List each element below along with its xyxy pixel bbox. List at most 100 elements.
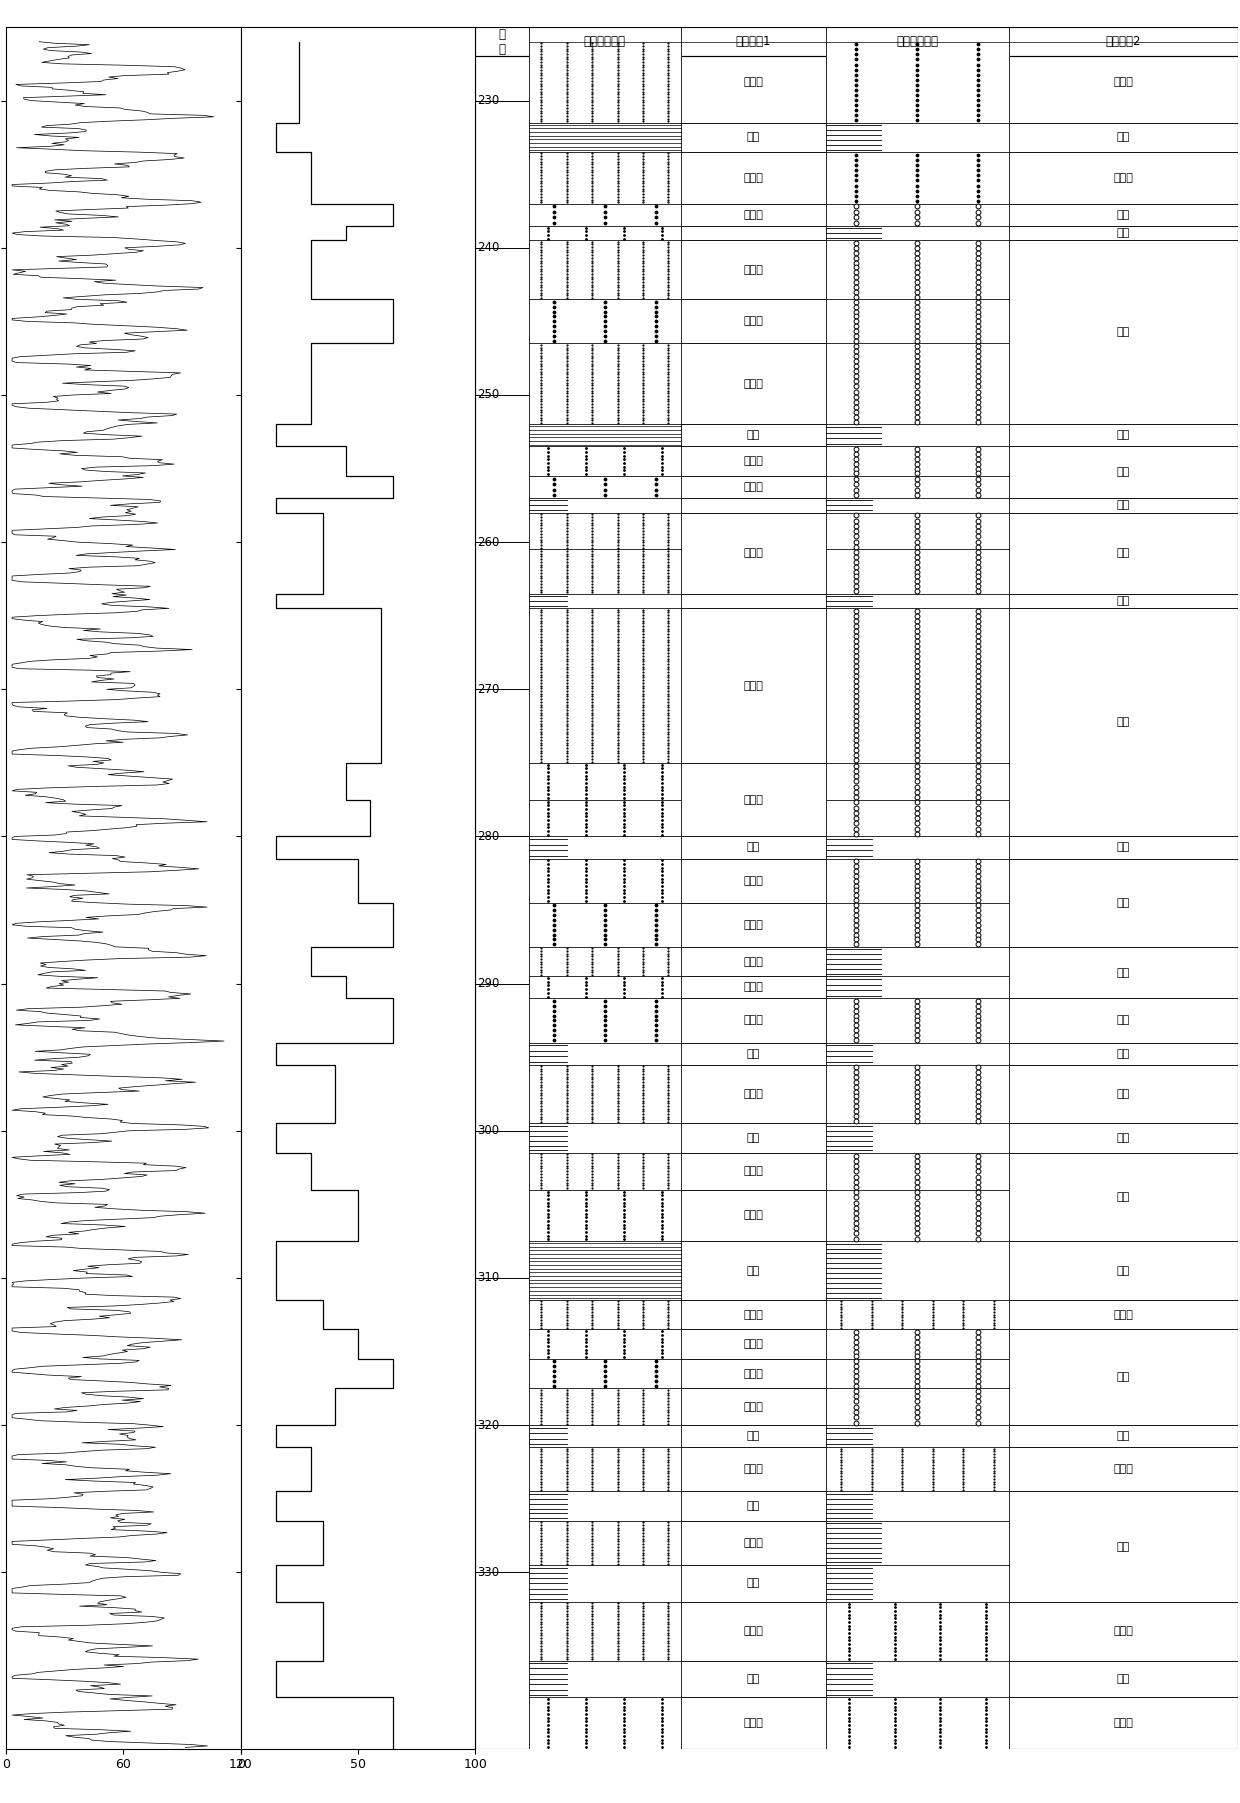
Text: 泥岩: 泥岩: [1116, 1266, 1130, 1275]
Bar: [826, 1064, 1009, 1123]
Text: 地质岔性编录: 地质岔性编录: [897, 36, 939, 49]
Text: 泥岩: 泥岩: [1116, 842, 1130, 853]
Bar: [826, 41, 1009, 123]
Bar: [528, 204, 681, 225]
Text: 细砂岩: 细砂岩: [1114, 1718, 1133, 1727]
Bar: [826, 858, 1009, 903]
Bar: [528, 1424, 681, 1448]
Text: 粉砂岩: 粉砂岩: [1114, 1464, 1133, 1475]
Bar: [528, 763, 681, 801]
Text: 粉砂岩: 粉砂岩: [744, 1089, 764, 1100]
Bar: [826, 1661, 1009, 1697]
Text: 泥岩: 泥岩: [1116, 968, 1130, 977]
Text: 粗砂岩: 粗砂岩: [1114, 173, 1133, 182]
Bar: [528, 1388, 681, 1424]
Text: 泥岩: 泥岩: [1116, 229, 1130, 238]
Bar: [826, 975, 1009, 999]
Bar: [528, 837, 681, 858]
Text: 泥岩: 泥岩: [746, 1049, 760, 1058]
Bar: [528, 999, 681, 1042]
Bar: [826, 447, 1009, 476]
Bar: [826, 1520, 1009, 1565]
Text: 粉砂岩: 粉砂岩: [744, 265, 764, 274]
Text: 岔性名称2: 岔性名称2: [1105, 36, 1141, 49]
Bar: [826, 947, 1009, 975]
Text: 粉砂岩: 粉砂岩: [744, 548, 764, 559]
Text: 泥岩: 泥岩: [1116, 132, 1130, 142]
Text: 岔性名称1: 岔性名称1: [735, 36, 771, 49]
Text: 砂岩: 砂岩: [1116, 1372, 1130, 1383]
Text: 240: 240: [477, 242, 500, 254]
Bar: [826, 1448, 1009, 1491]
Bar: [528, 424, 681, 447]
Bar: [528, 1359, 681, 1388]
Text: 粉砂岩: 粉砂岩: [744, 1626, 764, 1635]
Bar: [528, 512, 681, 550]
Text: 280: 280: [477, 829, 498, 844]
Text: 粉砂岩: 粉砂岩: [1114, 1309, 1133, 1320]
Bar: [528, 593, 681, 608]
Text: 310: 310: [477, 1271, 498, 1284]
Text: 泥岩: 泥岩: [1116, 501, 1130, 510]
Bar: [826, 999, 1009, 1042]
Text: 泥岩: 泥岩: [1116, 431, 1130, 440]
Text: 粉砂岩: 粉砂岩: [744, 173, 764, 182]
Bar: [826, 151, 1009, 204]
Bar: [826, 1388, 1009, 1424]
Bar: [826, 1240, 1009, 1300]
Bar: [528, 903, 681, 947]
Text: 细砂岩: 细砂岩: [744, 1210, 764, 1221]
Text: 粉砂岩: 粉砂岩: [744, 1401, 764, 1412]
Text: 泥岩: 泥岩: [746, 431, 760, 440]
Bar: [826, 1190, 1009, 1240]
Bar: [826, 837, 1009, 858]
Bar: [528, 550, 681, 593]
Bar: [528, 1329, 681, 1359]
Text: 细砂岩: 细砂岩: [744, 983, 764, 992]
Text: 细砂岩: 细砂岩: [744, 876, 764, 885]
Text: 粗砂岩: 粗砂岩: [744, 209, 764, 220]
Bar: [528, 299, 681, 343]
Text: 250: 250: [477, 388, 498, 402]
Bar: [528, 498, 681, 512]
Bar: [528, 1042, 681, 1064]
Text: 230: 230: [477, 94, 498, 106]
Bar: [826, 123, 1009, 151]
Bar: [528, 476, 681, 498]
Text: 320: 320: [477, 1419, 498, 1432]
Bar: [528, 1697, 681, 1749]
Bar: [528, 1064, 681, 1123]
Bar: [528, 1448, 681, 1491]
Bar: [826, 204, 1009, 225]
Text: 细砂岩: 细砂岩: [744, 456, 764, 467]
Text: 泥岩: 泥岩: [746, 1673, 760, 1684]
Bar: [528, 858, 681, 903]
Bar: [528, 240, 681, 299]
Bar: [528, 1123, 681, 1152]
Bar: [528, 801, 681, 837]
Bar: [826, 343, 1009, 424]
Text: 粉砂岩: 粉砂岩: [744, 78, 764, 87]
Text: 泥岩: 泥岩: [746, 1266, 760, 1275]
Text: 粉砂岩: 粉砂岩: [744, 680, 764, 691]
Bar: [826, 1424, 1009, 1448]
Bar: [528, 1520, 681, 1565]
Text: 砂岩: 砂岩: [1116, 1089, 1130, 1100]
Text: 砂岩: 砂岩: [1116, 467, 1130, 478]
Text: 深
度: 深 度: [498, 27, 506, 56]
Bar: [826, 550, 1009, 593]
Text: 粉砂岩: 粉砂岩: [744, 957, 764, 966]
Text: 砂岩: 砂岩: [1116, 1192, 1130, 1203]
Bar: [528, 151, 681, 204]
Bar: [826, 225, 1009, 240]
Bar: [826, 1359, 1009, 1388]
Text: 泥岩: 泥岩: [1116, 1049, 1130, 1058]
Bar: [826, 512, 1009, 550]
Bar: [528, 447, 681, 476]
Text: 砂岩: 砂岩: [1116, 548, 1130, 559]
Bar: [528, 123, 681, 151]
Text: 粉砂岩: 粉砂岩: [744, 1538, 764, 1547]
Text: 粗砂岩: 粗砂岩: [1114, 78, 1133, 87]
Text: 砂岩: 砂岩: [1116, 718, 1130, 727]
Bar: [826, 299, 1009, 343]
